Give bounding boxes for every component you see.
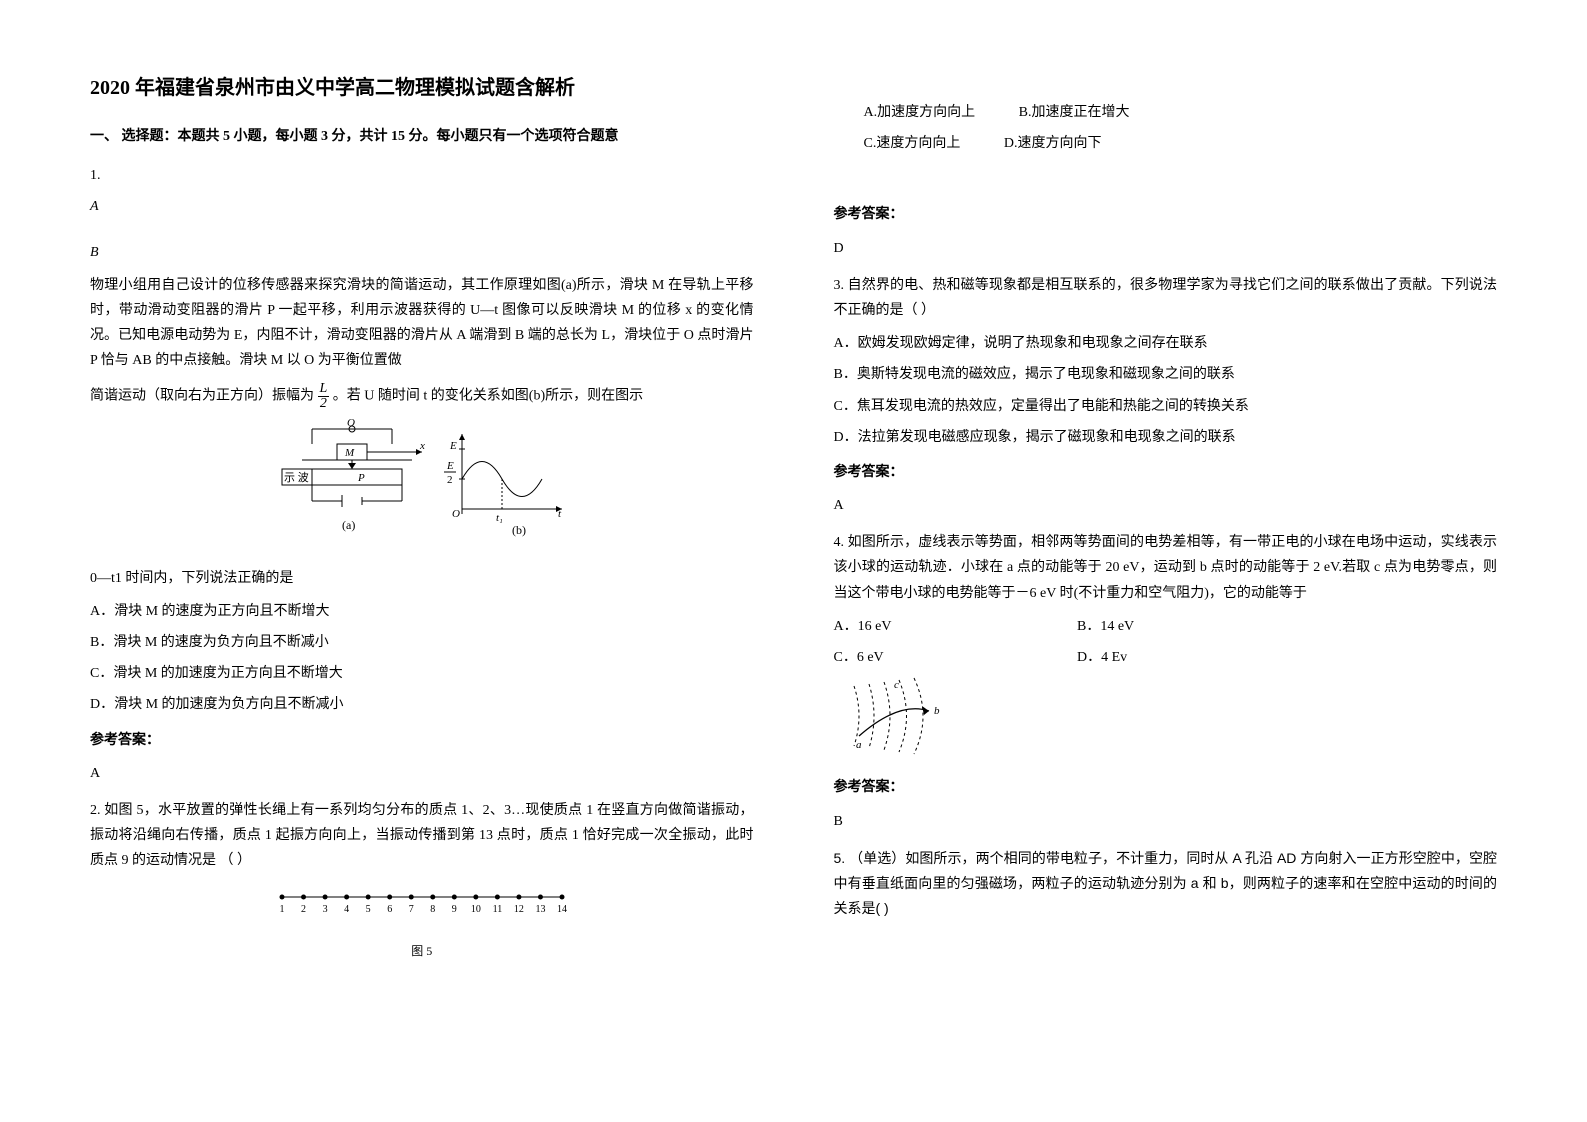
- mass-point-number: 5: [365, 904, 370, 915]
- mass-point-number: 10: [471, 904, 481, 915]
- mass-point-number: 6: [387, 904, 392, 915]
- mass-point-dot: [387, 894, 392, 899]
- mass-point-dot: [365, 894, 370, 899]
- mass-point-dot: [408, 894, 413, 899]
- q4-answer-label: 参考答案：: [834, 775, 1498, 800]
- q2-answer: D: [834, 236, 1498, 261]
- mass-point-number: 9: [452, 904, 457, 915]
- mass-point-number: 11: [492, 904, 502, 915]
- q4-answer: B: [834, 809, 1498, 834]
- q1-figure: O M x P 示 波: [90, 419, 754, 558]
- label-pb: b: [934, 705, 940, 717]
- q1-para2b: 。若 U 随时间 t 的变化关系如图(b)所示，则在图示: [333, 388, 643, 403]
- q2-option-a: A.加速度方向向上: [864, 100, 976, 125]
- frac-num: L: [318, 382, 330, 397]
- q4-diagram-svg: c b a: [844, 676, 964, 756]
- q2-answer-label: 参考答案：: [834, 202, 1498, 227]
- label-a: (a): [342, 518, 355, 532]
- q1-opt-b-placeholder: B: [90, 240, 754, 265]
- label-x: x: [419, 440, 425, 452]
- q2-diagram-svg: 1234567891011121314: [272, 882, 572, 932]
- label-t: t: [558, 508, 562, 520]
- q4-options-row1: A．16 eV B．14 eV: [834, 614, 1498, 639]
- mass-point-dot: [538, 894, 543, 899]
- q1-paragraph-3: 0—t1 时间内，下列说法正确的是: [90, 566, 754, 591]
- label-shibo: 示 波: [284, 471, 309, 484]
- mass-point-number: 12: [514, 904, 524, 915]
- mass-point-number: 3: [322, 904, 327, 915]
- mass-point-dot: [495, 894, 500, 899]
- q3-option-d: D．法拉第发现电磁感应现象，揭示了磁现象和电现象之间的联系: [834, 425, 1498, 450]
- mass-point-number: 13: [535, 904, 545, 915]
- left-column: 2020 年福建省泉州市由义中学高二物理模拟试题含解析 一、 选择题：本题共 5…: [90, 70, 794, 1082]
- q1-option-b: B．滑块 M 的速度为负方向且不断减小: [90, 630, 754, 655]
- fraction-L-over-2: L 2: [318, 382, 330, 411]
- q4-options-row2: C．6 eV D．4 Ev: [834, 645, 1498, 670]
- label-t1: t₁: [496, 512, 503, 524]
- frac-den: 2: [318, 397, 330, 411]
- q1-option-a: A．滑块 M 的速度为正方向且不断增大: [90, 599, 754, 624]
- label-pc: c: [894, 679, 899, 691]
- page: 2020 年福建省泉州市由义中学高二物理模拟试题含解析 一、 选择题：本题共 5…: [0, 0, 1587, 1122]
- mass-point-number: 8: [430, 904, 435, 915]
- mass-point-dot: [430, 894, 435, 899]
- q1-answer: A: [90, 761, 754, 786]
- q1-number: 1.: [90, 163, 754, 188]
- q4-option-a: A．16 eV: [834, 614, 1034, 639]
- q2-paragraph: 2. 如图 5，水平放置的弹性长绳上有一系列均匀分布的质点 1、2、3…现使质点…: [90, 798, 754, 874]
- q3-option-c: C．焦耳发现电流的热效应，定量得出了电能和热能之间的转换关系: [834, 394, 1498, 419]
- q1-paragraph-2: 简谐运动（取向右为正方向）振幅为 L 2 。若 U 随时间 t 的变化关系如图(…: [90, 382, 754, 411]
- q2-option-c: C.速度方向向上: [864, 131, 961, 156]
- mass-point-dot: [452, 894, 457, 899]
- label-E: E: [449, 440, 457, 452]
- label-O2: O: [452, 508, 460, 520]
- mass-point-number: 2: [301, 904, 306, 915]
- q1-option-c: C．滑块 M 的加速度为正方向且不断增大: [90, 661, 754, 686]
- q3-option-a: A．欧姆发现欧姆定律，说明了热现象和电现象之间存在联系: [834, 331, 1498, 356]
- q2-option-b: B.加速度正在增大: [1019, 100, 1130, 125]
- section-heading: 一、 选择题：本题共 5 小题，每小题 3 分，共计 15 分。每小题只有一个选…: [90, 124, 754, 149]
- q1-para2a: 简谐运动（取向右为正方向）振幅为: [90, 388, 314, 403]
- q2-figure: 1234567891011121314 图 5: [90, 882, 754, 963]
- mass-point-dot: [279, 894, 284, 899]
- mass-point-dot: [344, 894, 349, 899]
- mass-point-dot: [301, 894, 306, 899]
- q4-option-b: B．14 eV: [1077, 614, 1134, 639]
- label-O: O: [347, 419, 355, 429]
- label-pa: a: [856, 739, 862, 751]
- q4-figure: c b a: [844, 676, 1498, 765]
- mass-point-number: 4: [344, 904, 349, 915]
- mass-point-dot: [473, 894, 478, 899]
- q3-paragraph: 3. 自然界的电、热和磁等现象都是相互联系的，很多物理学家为寻找它们之间的联系做…: [834, 273, 1498, 323]
- q1-diagram-svg: O M x P 示 波: [262, 419, 582, 549]
- mass-point-dot: [516, 894, 521, 899]
- q1-option-d: D．滑块 M 的加速度为负方向且不断减小: [90, 692, 754, 717]
- q2-options-row2: C.速度方向向上 D.速度方向向下: [834, 131, 1498, 156]
- q2-option-d: D.速度方向向下: [1004, 131, 1102, 156]
- q4-option-d: D．4 Ev: [1077, 645, 1127, 670]
- mass-point-number: 7: [408, 904, 413, 915]
- label-P: P: [357, 472, 365, 484]
- mass-point-dot: [322, 894, 327, 899]
- q4-paragraph: 4. 如图所示，虚线表示等势面，相邻两等势面间的电势差相等，有一带正电的小球在电…: [834, 530, 1498, 606]
- q4-option-c: C．6 eV: [834, 645, 1034, 670]
- q3-answer-label: 参考答案：: [834, 460, 1498, 485]
- exam-title: 2020 年福建省泉州市由义中学高二物理模拟试题含解析: [90, 70, 754, 106]
- q1-opt-a-placeholder: A: [90, 194, 754, 219]
- q1-answer-label: 参考答案：: [90, 728, 754, 753]
- q3-option-b: B．奥斯特发现电流的磁效应，揭示了电现象和磁现象之间的联系: [834, 362, 1498, 387]
- q2-options-row1: A.加速度方向向上 B.加速度正在增大: [834, 100, 1498, 125]
- label-E2-den: 2: [447, 474, 453, 486]
- mass-point-number: 1: [279, 904, 284, 915]
- label-E2-num: E: [446, 460, 454, 472]
- label-b: (b): [512, 523, 526, 537]
- mass-point-dot: [559, 894, 564, 899]
- q1-paragraph-1: 物理小组用自己设计的位移传感器来探究滑块的简谐运动，其工作原理如图(a)所示，滑…: [90, 273, 754, 374]
- q3-answer: A: [834, 493, 1498, 518]
- right-column: A.加速度方向向上 B.加速度正在增大 C.速度方向向上 D.速度方向向下 参考…: [794, 70, 1498, 1082]
- q5-paragraph: 5. （单选）如图所示，两个相同的带电粒子，不计重力，同时从 A 孔沿 AD 方…: [834, 846, 1498, 922]
- mass-point-number: 14: [557, 904, 567, 915]
- q2-figure-caption: 图 5: [90, 941, 754, 963]
- label-M: M: [344, 447, 355, 459]
